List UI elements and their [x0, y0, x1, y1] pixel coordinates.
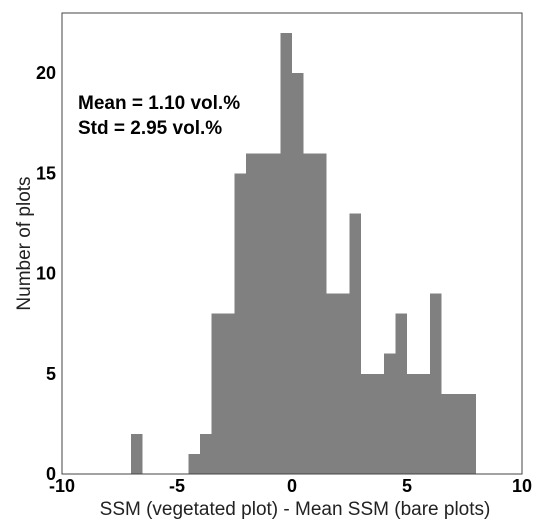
histogram-bar-9 — [234, 173, 246, 474]
histogram-bar-26 — [430, 293, 442, 474]
histogram-bar-8 — [223, 313, 235, 474]
x-tick-label-4: 10 — [512, 476, 532, 496]
histogram-bar-10 — [246, 153, 258, 474]
histogram-bars — [131, 33, 476, 474]
histogram-bar-23 — [395, 313, 407, 474]
histogram-bar-5 — [188, 453, 200, 474]
y-tick-label-1: 5 — [46, 364, 56, 384]
y-axis-label: Number of plots — [14, 176, 35, 310]
histogram-bar-29 — [464, 393, 476, 474]
histogram-bar-7 — [211, 313, 223, 474]
histogram-bar-19 — [349, 213, 361, 474]
histogram-bar-6 — [200, 433, 212, 474]
y-tick-label-2: 10 — [36, 264, 56, 284]
histogram-bar-12 — [269, 153, 281, 474]
histogram-bar-15 — [303, 153, 315, 474]
y-tick-label-0: 0 — [46, 464, 56, 484]
histogram-bar-13 — [280, 33, 292, 474]
x-tick-label-0: -10 — [49, 476, 75, 496]
annotation-std: Std = 2.95 vol.% — [78, 118, 222, 139]
plot-frame — [61, 12, 523, 475]
histogram-bar-11 — [257, 153, 269, 474]
histogram-bar-20 — [361, 373, 373, 474]
x-tick-label-1: -5 — [169, 476, 185, 496]
x-tick-label-3: 5 — [402, 476, 412, 496]
histogram-bar-27 — [441, 393, 453, 474]
histogram-bar-25 — [418, 373, 430, 474]
x-tick-label-2: 0 — [287, 476, 297, 496]
histogram-bar-28 — [453, 393, 465, 474]
x-axis-ticks: -10 -5 0 5 10 — [49, 476, 532, 496]
histogram-bar-24 — [407, 373, 419, 474]
histogram-bar-22 — [384, 353, 396, 474]
x-axis-label: SSM (vegetated plot) - Mean SSM (bare pl… — [100, 499, 491, 520]
y-tick-label-4: 20 — [36, 63, 56, 83]
histogram-bar-16 — [315, 153, 327, 474]
y-axis-ticks: 0 5 10 15 20 — [36, 63, 56, 484]
y-tick-label-3: 15 — [36, 163, 56, 183]
histogram-bar-14 — [292, 73, 304, 474]
histogram-bar-21 — [372, 373, 384, 474]
annotation-mean: Mean = 1.10 vol.% — [78, 93, 240, 114]
histogram-bar-0 — [131, 433, 143, 474]
histogram-bar-18 — [338, 293, 350, 474]
histogram-bar-17 — [326, 293, 338, 474]
